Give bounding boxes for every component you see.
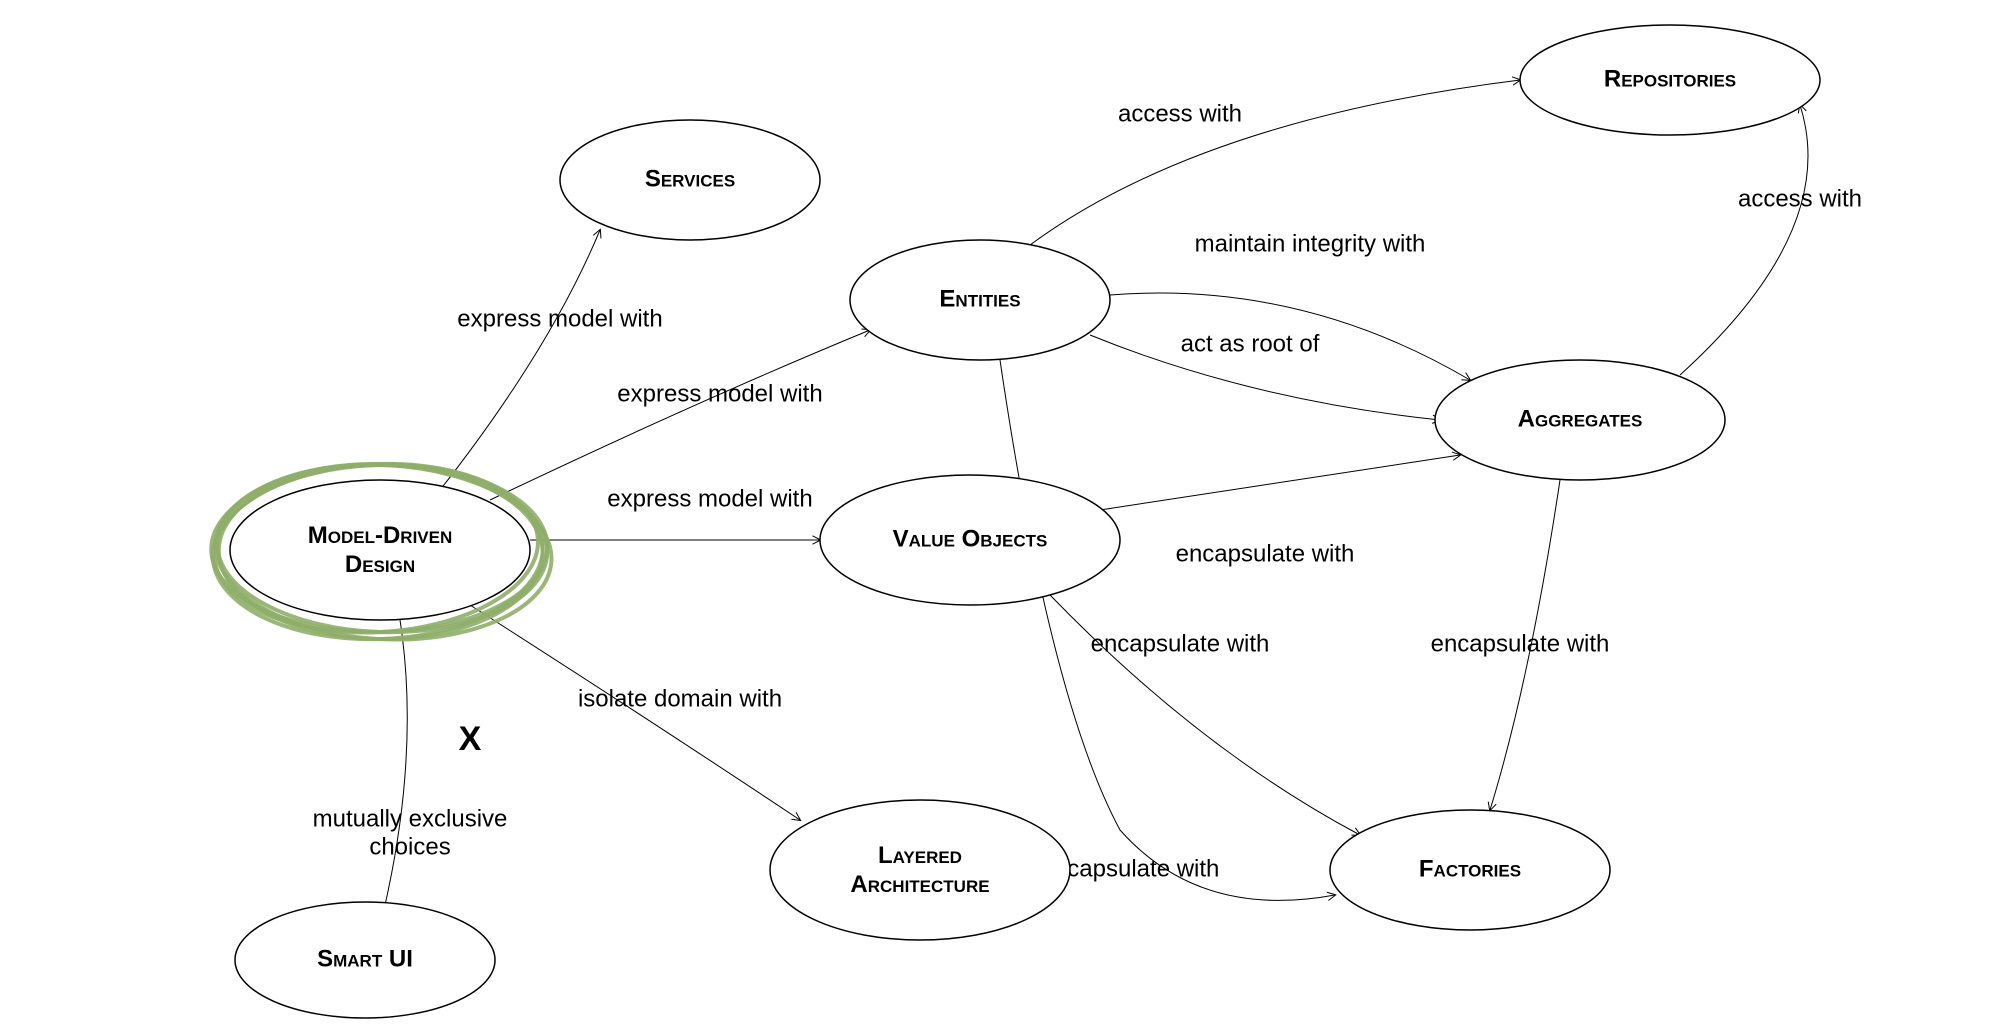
edge-label: express model with — [457, 305, 662, 332]
node-mdd: Model-DrivenDesign — [210, 456, 556, 648]
edge-label: encapsulate with — [1176, 540, 1355, 567]
node-layered: LayeredArchitecture — [770, 800, 1070, 940]
edge-e11: encapsulate with — [1050, 595, 1360, 835]
edge-e5: mutually exclusivechoices X — [313, 620, 508, 905]
node-label: Entities — [939, 285, 1020, 312]
edge-label-2: choices — [369, 833, 450, 860]
node-repos: Repositories — [1520, 25, 1820, 135]
edge-label: express model with — [617, 380, 822, 407]
node-label: Layered — [878, 842, 962, 869]
node-label: Services — [645, 165, 735, 192]
edge-e6: access with — [1030, 80, 1520, 245]
edge-label: encapsulate with — [1091, 630, 1270, 657]
edge-label: access with — [1118, 100, 1242, 127]
edge-e8: act as root of — [1090, 330, 1440, 420]
edge-e3: express model with — [530, 485, 820, 540]
node-aggregates: Aggregates — [1435, 360, 1725, 480]
node-factories: Factories — [1330, 810, 1610, 930]
node-label: Smart UI — [317, 945, 413, 972]
edge-label: act as root of — [1181, 330, 1320, 357]
mutual-exclusion-x-icon: X — [459, 720, 482, 758]
edge-label: mutually exclusive — [313, 805, 508, 832]
node-label: Aggregates — [1518, 405, 1643, 432]
node-label-2: Architecture — [850, 871, 989, 898]
edge-e4: isolate domain with — [470, 605, 800, 820]
node-label: Factories — [1419, 855, 1521, 882]
edge-e7: maintain integrity with — [1110, 230, 1470, 380]
concept-diagram: express model with express model with expr… — [0, 0, 1999, 1034]
edge-e2: express model with — [490, 330, 870, 500]
edges-layer: express model with express model with expr… — [313, 80, 1862, 905]
node-services: Services — [560, 120, 820, 240]
edge-e1: express model with — [440, 230, 663, 490]
nodes-layer: Model-DrivenDesign Services Entities Value … — [210, 25, 1820, 1018]
node-label: Value Objects — [893, 525, 1048, 552]
node-label-2: Design — [345, 551, 415, 578]
node-label: Model-Driven — [308, 522, 453, 549]
edge-label: access with — [1738, 185, 1862, 212]
edge-label: maintain integrity with — [1195, 230, 1426, 257]
node-valueobj: Value Objects — [820, 475, 1120, 605]
edge-e13: encapsulate with — [1431, 480, 1610, 810]
edge-label: isolate domain with — [578, 685, 782, 712]
edge-e12: access with — [1680, 105, 1862, 375]
edge-label: encapsulate with — [1431, 630, 1610, 657]
edge-label: express model with — [607, 485, 812, 512]
node-entities: Entities — [850, 240, 1110, 360]
edge-e10: encapsulate with — [1100, 455, 1460, 567]
node-label: Repositories — [1604, 65, 1736, 92]
node-smartui: Smart UI — [235, 902, 495, 1018]
